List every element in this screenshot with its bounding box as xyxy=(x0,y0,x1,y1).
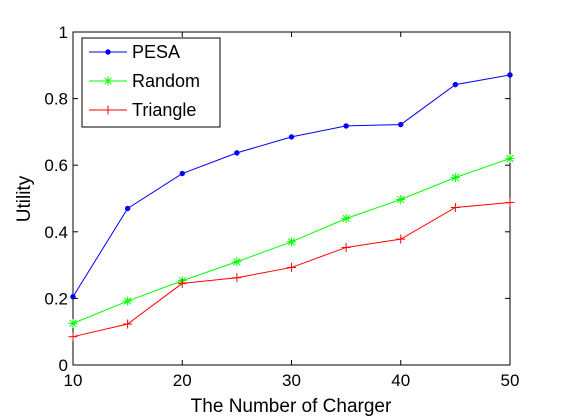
y-tick-label: 0.2 xyxy=(44,289,68,308)
data-point-triangle xyxy=(177,278,187,288)
data-point-pesa xyxy=(179,170,185,177)
legend-marker xyxy=(103,76,113,86)
legend-entry-pesa: PESA xyxy=(89,42,180,62)
legend-label: PESA xyxy=(132,42,180,62)
legend-marker xyxy=(105,49,111,55)
x-tick-label: 10 xyxy=(64,371,83,390)
data-point-random-d2 xyxy=(451,173,460,182)
y-tick-label: 0.8 xyxy=(44,90,68,109)
legend-label: Random xyxy=(132,71,200,91)
data-point-pesa xyxy=(507,72,513,78)
data-point-random xyxy=(68,318,78,328)
legend-marker xyxy=(103,105,113,115)
data-point-random-d2 xyxy=(233,258,241,266)
x-tick-label: 30 xyxy=(282,371,301,390)
y-axis-title: Utility xyxy=(14,175,35,222)
data-point-pesa xyxy=(234,150,240,156)
data-point-random xyxy=(505,154,515,164)
data-point-random-d2 xyxy=(342,214,350,223)
series-layer xyxy=(68,72,515,342)
legend-entry-triangle: Triangle xyxy=(89,100,196,120)
data-point-pesa xyxy=(452,81,459,88)
data-point-pesa xyxy=(288,134,295,140)
y-tick-label: 1 xyxy=(59,23,68,42)
data-point-random xyxy=(123,296,133,306)
data-point-triangle xyxy=(341,242,351,252)
y-tick-label: 0.6 xyxy=(44,156,68,175)
data-point-random xyxy=(341,213,351,223)
legend-marker-d2 xyxy=(104,77,112,85)
y-tick-label: 0.4 xyxy=(44,223,68,242)
legend-label: Triangle xyxy=(132,100,196,120)
y-axis: 0 0.2 0.4 0.6 0.8 1 xyxy=(44,23,510,375)
x-tick-label: 20 xyxy=(173,371,192,390)
data-point-triangle xyxy=(396,234,406,244)
data-point-pesa xyxy=(343,123,349,129)
data-point-triangle xyxy=(232,273,242,283)
series-triangle xyxy=(68,197,515,342)
data-point-random-d2 xyxy=(397,195,405,204)
x-tick-label: 40 xyxy=(391,371,410,390)
data-point-random-d2 xyxy=(123,297,132,305)
x-tick-label: 50 xyxy=(501,371,520,390)
data-point-random-d2 xyxy=(69,319,77,328)
data-point-random-d2 xyxy=(287,238,296,246)
data-point-triangle xyxy=(123,319,133,329)
data-point-triangle xyxy=(68,332,78,342)
legend-entry-random: Random xyxy=(89,71,200,91)
data-point-random xyxy=(396,194,406,204)
y-tick-label: 0 xyxy=(59,356,68,375)
data-point-random-d2 xyxy=(506,154,514,163)
series-pesa xyxy=(70,72,513,300)
data-point-pesa xyxy=(124,205,131,212)
legend: PESA Random Triangle xyxy=(81,37,221,128)
data-point-triangle xyxy=(450,202,460,212)
data-point-triangle xyxy=(287,262,296,272)
x-axis-title: The Number of Charger xyxy=(191,396,392,417)
data-point-pesa xyxy=(70,294,76,300)
data-point-random xyxy=(287,237,296,247)
data-point-pesa xyxy=(398,121,404,128)
data-point-triangle xyxy=(505,197,515,207)
data-point-random xyxy=(450,173,460,183)
x-axis: 10 20 30 40 50 xyxy=(64,32,520,390)
legend-box xyxy=(81,37,221,128)
data-point-random xyxy=(232,257,242,267)
